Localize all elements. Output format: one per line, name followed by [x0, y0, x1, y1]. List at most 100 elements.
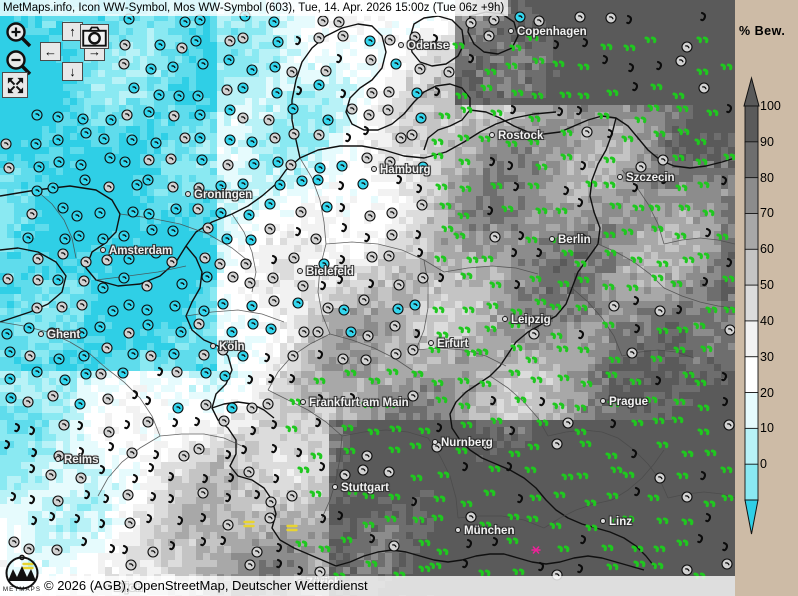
- cloud-symbol: [431, 441, 443, 453]
- pan-down-button[interactable]: ↓: [62, 62, 83, 81]
- drizzle-symbol: [122, 544, 129, 555]
- drizzle-symbol: [580, 534, 587, 545]
- snow-shower-symbol: [602, 283, 615, 291]
- colorbar-legend: % Bew. 100 90 80 70 60 50 40 30 20 10 0: [735, 0, 798, 596]
- snow-shower-symbol: [580, 380, 593, 388]
- snow-shower-symbol: [653, 130, 666, 138]
- rain-shower-symbol: [57, 202, 69, 214]
- cloud-symbol: [192, 203, 204, 215]
- snow-shower-symbol: [720, 466, 733, 474]
- rain-shower-symbol: [192, 90, 204, 102]
- cloud-symbol: [406, 129, 418, 141]
- cloud-symbol: [384, 156, 396, 168]
- drizzle-symbol: [29, 425, 36, 436]
- rain-shower-symbol: [224, 104, 236, 116]
- snow-shower-symbol: [630, 256, 643, 264]
- rain-shower-symbol: [175, 326, 187, 338]
- snow-shower-symbol: [490, 417, 503, 425]
- snow-shower-symbol: [478, 569, 491, 577]
- drizzle-symbol: [317, 393, 324, 404]
- cloud-symbol: [246, 402, 258, 414]
- rain-shower-symbol: [237, 350, 249, 362]
- map-canvas[interactable]: Copenhagen Odense Rostock Szczecin Hamburg Gr…: [0, 0, 735, 596]
- drizzle-symbol: [336, 53, 343, 64]
- cloud-symbol: [264, 512, 276, 524]
- snow-shower-symbol: [648, 204, 661, 212]
- rain-shower-symbol: [247, 318, 259, 330]
- snow-shower-symbol: [557, 374, 570, 382]
- snow-shower-symbol: [310, 452, 323, 460]
- rain-shower-symbol: [31, 185, 43, 197]
- rain-shower-symbol: [4, 373, 16, 385]
- snapshot-button[interactable]: [80, 24, 109, 49]
- zoom-in-button[interactable]: [4, 20, 34, 50]
- colorbar-tick-10: 10: [760, 421, 774, 436]
- snow-shower-symbol: [458, 326, 471, 334]
- drizzle-symbol: [517, 493, 524, 504]
- drizzle-symbol: [487, 205, 494, 216]
- snow-shower-symbol: [437, 471, 450, 479]
- cloud-symbol: [407, 390, 419, 402]
- drizzle-symbol: [339, 254, 346, 265]
- rain-shower-symbol: [118, 230, 130, 242]
- snow-shower-symbol: [552, 60, 565, 68]
- rain-shower-symbol: [224, 134, 236, 146]
- snow-shower-symbol: [621, 228, 634, 236]
- colorbar-title: % Bew.: [739, 24, 786, 38]
- drizzle-symbol: [722, 396, 729, 407]
- drizzle-symbol: [200, 536, 207, 547]
- rain-shower-symbol: [219, 370, 231, 382]
- drizzle-symbol: [538, 561, 545, 572]
- snow-shower-symbol: [705, 306, 718, 314]
- rain-shower-symbol: [52, 134, 64, 146]
- snow-shower-symbol: [479, 380, 492, 388]
- rain-shower-symbol: [272, 156, 284, 168]
- cloud-symbol: [31, 302, 43, 314]
- rain-shower-symbol: [264, 198, 276, 210]
- snow-shower-symbol: [608, 356, 621, 364]
- drizzle-symbol: [289, 373, 296, 384]
- snow-shower-symbol: [418, 539, 431, 547]
- rain-shower-symbol: [75, 159, 87, 171]
- rain-shower-symbol: [318, 258, 330, 270]
- zoom-out-button[interactable]: [4, 48, 34, 78]
- snow-shower-symbol: [585, 180, 598, 188]
- snow-shower-symbol: [458, 158, 471, 166]
- drizzle-symbol: [150, 491, 157, 502]
- cloud-symbol: [147, 546, 159, 558]
- rain-shower-symbol: [245, 234, 257, 246]
- rain-shower-symbol: [296, 175, 308, 187]
- cloud-symbol: [488, 14, 500, 26]
- pan-left-button[interactable]: ←: [40, 42, 61, 61]
- rain-shower-symbol: [77, 113, 89, 125]
- drizzle-symbol: [462, 558, 469, 569]
- rain-shower-symbol: [243, 209, 255, 221]
- drizzle-symbol: [576, 105, 583, 116]
- cloud-symbol: [384, 34, 396, 46]
- cloud-symbol: [244, 559, 256, 571]
- cloud-symbol: [414, 63, 426, 75]
- rain-shower-symbol: [514, 11, 526, 23]
- snow-shower-symbol: [344, 369, 357, 377]
- snow-shower-symbol: [716, 233, 729, 241]
- rain-shower-symbol: [292, 297, 304, 309]
- colorbar-gradient: [743, 76, 760, 535]
- cloud-symbol: [2, 273, 14, 285]
- rain-shower-symbol: [31, 366, 43, 378]
- drizzle-symbol: [557, 106, 564, 117]
- snow-shower-symbol: [632, 204, 645, 212]
- cloud-symbol: [218, 415, 230, 427]
- cloud-symbol: [465, 17, 477, 29]
- snow-shower-symbol: [526, 515, 539, 523]
- rain-shower-symbol: [94, 207, 106, 219]
- snow-shower-symbol: [697, 428, 710, 436]
- drizzle-symbol: [411, 496, 418, 507]
- snow-shower-symbol: [574, 260, 587, 268]
- snow-shower-symbol: [672, 92, 685, 100]
- rain-shower-symbol: [345, 326, 357, 338]
- fullscreen-button[interactable]: [2, 72, 28, 98]
- cloud-symbol: [483, 30, 495, 42]
- snow-shower-symbol: [577, 63, 590, 71]
- drizzle-symbol: [153, 449, 160, 460]
- rain-shower-symbol: [173, 90, 185, 102]
